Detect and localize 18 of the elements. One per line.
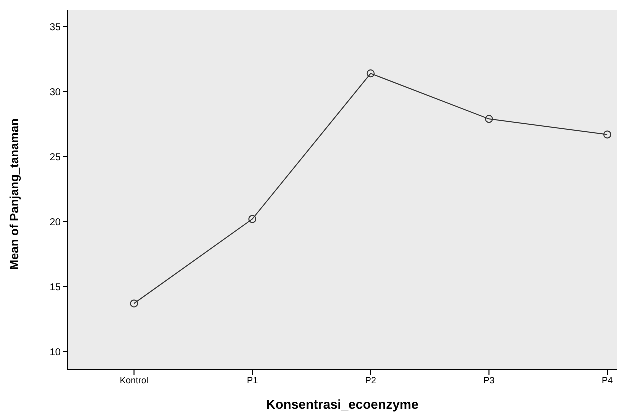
y-tick-label: 10 xyxy=(50,347,62,358)
x-tick-label: P3 xyxy=(484,375,495,386)
y-tick-label: 20 xyxy=(50,217,62,228)
y-tick-label: 35 xyxy=(50,22,62,34)
x-tick-label: Kontrol xyxy=(120,375,149,386)
point xyxy=(130,300,138,308)
x-tick-label: P4 xyxy=(602,375,614,386)
y-axis-title: Mean of Panjang_tanaman xyxy=(7,118,22,270)
x-tick-label: P1 xyxy=(247,375,258,386)
point xyxy=(485,115,494,124)
y-tick-label: 30 xyxy=(50,87,62,98)
point xyxy=(604,130,612,139)
x-tick-label: P2 xyxy=(365,375,376,386)
point xyxy=(366,70,375,78)
x-axis-title: Konsentrasi_ecoenzyme xyxy=(266,397,419,412)
y-tick-label: 15 xyxy=(50,282,62,294)
point xyxy=(248,215,257,224)
y-tick-label: 25 xyxy=(50,152,62,164)
